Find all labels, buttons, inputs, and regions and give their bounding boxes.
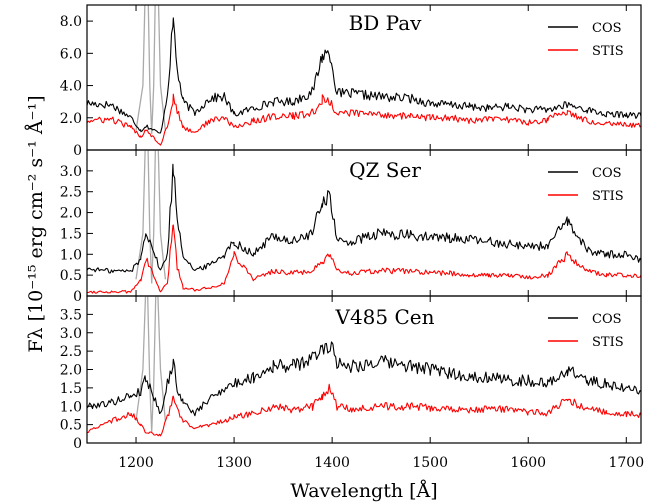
series-cos-line xyxy=(87,341,641,417)
x-axis-label: Wavelength [Å] xyxy=(290,480,437,502)
legend-stis-label: STIS xyxy=(592,335,624,350)
y-tick-label: 8.0 xyxy=(60,14,82,30)
x-tick-label: 1200 xyxy=(118,455,154,471)
y-tick-label: 0 xyxy=(73,436,82,452)
panel-qz-ser: 0 0.5 1.0 1.5 2.0 2.5 3.0 QZ Ser COS STIS xyxy=(60,149,642,305)
y-tick-label: 0.5 xyxy=(60,268,82,284)
legend: COS STIS xyxy=(548,312,624,350)
legend: COS STIS xyxy=(548,166,624,204)
legend-stis-label: STIS xyxy=(592,44,624,59)
y-tick-label: 2.5 xyxy=(60,344,82,360)
panel-bd-pav: 0 2.0 4.0 6.0 8.0 BD Pav COS STIS xyxy=(60,4,642,159)
y-tick-label: 2.0 xyxy=(60,363,82,379)
y-tick-label: 0.5 xyxy=(60,418,82,434)
panel-v485-cen: 0 0.5 1.0 1.5 2.0 2.5 3.0 3.5 V485 Cen COS STIS xyxy=(60,295,642,452)
y-axis-ticks: 0 0.5 1.0 1.5 2.0 2.5 3.0 xyxy=(60,164,93,305)
panel-title: BD Pav xyxy=(349,11,423,35)
plot-area-bd-pav xyxy=(87,5,641,146)
y-axis-label: Fλ [10⁻¹⁵ erg cm⁻² s⁻¹ Å⁻¹] xyxy=(25,95,47,352)
y-tick-label: 1.5 xyxy=(60,381,82,397)
legend-cos-label: COS xyxy=(592,312,622,327)
y-tick-label: 3.5 xyxy=(60,307,82,323)
y-tick-label: 1.5 xyxy=(60,226,82,242)
y-axis-ticks: 0 2.0 4.0 6.0 8.0 xyxy=(60,14,93,159)
y-tick-label: 0 xyxy=(73,289,82,305)
x-tick-label: 1700 xyxy=(608,455,644,471)
y-tick-label: 2.0 xyxy=(60,111,82,127)
x-tick-label: 1600 xyxy=(510,455,546,471)
legend-cos-label: COS xyxy=(592,21,622,36)
plot-area-qz-ser xyxy=(87,150,641,294)
legend: COS STIS xyxy=(548,21,624,59)
plot-area-v485-cen xyxy=(87,296,641,437)
panel-title: V485 Cen xyxy=(335,305,435,329)
series-stis-line xyxy=(87,93,641,146)
y-tick-label: 1.0 xyxy=(60,247,82,263)
legend-cos-label: COS xyxy=(592,166,622,181)
y-tick-label: 3.0 xyxy=(60,326,82,342)
y-tick-label: 6.0 xyxy=(60,46,82,62)
geocoronal-emission-line xyxy=(135,150,167,284)
x-tick-label: 1300 xyxy=(216,455,252,471)
y-tick-label: 3.0 xyxy=(60,164,82,180)
x-tick-label: 1500 xyxy=(412,455,448,471)
y-axis-ticks: 0 0.5 1.0 1.5 2.0 2.5 3.0 3.5 xyxy=(60,307,93,452)
series-cos-line xyxy=(87,17,641,134)
y-tick-label: 0 xyxy=(73,143,82,159)
series-cos-line xyxy=(87,163,641,274)
y-tick-label: 1.0 xyxy=(60,399,82,415)
panel-title: QZ Ser xyxy=(349,158,421,182)
y-tick-label: 2.5 xyxy=(60,185,82,201)
x-axis-ticks: 1200 1300 1400 1500 1600 1700 xyxy=(118,5,644,471)
geocoronal-emission-line xyxy=(135,296,167,433)
series-stis-line xyxy=(87,383,641,437)
y-tick-label: 4.0 xyxy=(60,79,82,95)
y-tick-label: 2.0 xyxy=(60,206,82,222)
x-tick-label: 1400 xyxy=(314,455,350,471)
legend-stis-label: STIS xyxy=(592,189,624,204)
series-stis-line xyxy=(87,224,641,294)
geocoronal-emission-line xyxy=(135,5,167,134)
